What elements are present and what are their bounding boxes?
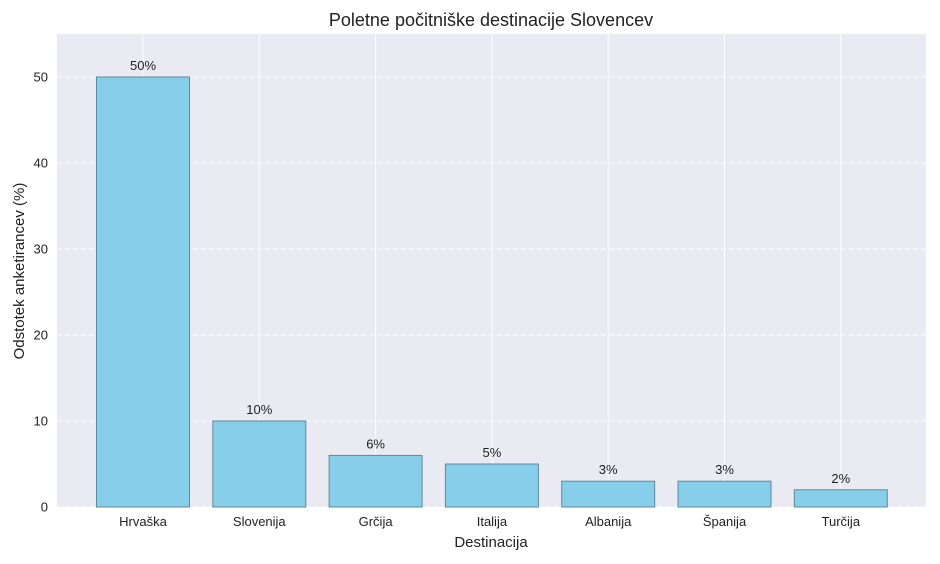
bar-value-label: 10% (246, 402, 272, 417)
bar (677, 480, 772, 508)
x-tick-label: Albanija (585, 514, 632, 529)
x-tick-label: Italija (477, 514, 508, 529)
x-tick-label: Slovenija (233, 514, 287, 529)
bar-value-label: 3% (715, 462, 734, 477)
grid-lines (57, 34, 926, 508)
x-axis-label: Destinacija (454, 534, 528, 551)
bar (793, 489, 888, 508)
bar-value-label: 50% (130, 58, 156, 73)
chart-title: Poletne počitniške destinacije Slovencev (329, 10, 653, 30)
bars (96, 76, 888, 508)
bar (96, 76, 190, 508)
bar (444, 463, 539, 508)
y-tick-label: 30 (34, 242, 48, 257)
bar (561, 480, 656, 508)
bar (212, 420, 307, 508)
x-tick-label: Španija (703, 514, 747, 529)
y-axis-label: Odstotek anketirancev (%) (11, 183, 28, 360)
y-tick-label: 50 (34, 70, 48, 85)
y-tick-label: 0 (41, 500, 48, 515)
y-tick-labels: 0 10 20 30 40 50 (34, 70, 48, 515)
bar-value-label: 5% (483, 445, 502, 460)
x-tick-label: Grčija (359, 514, 394, 529)
x-tick-labels: Hrvaška Slovenija Grčija Italija Albanija Špa… (119, 514, 861, 529)
bar-value-labels: 50% 10% 6% 5% 3% 3% 2% (130, 58, 851, 486)
y-tick-label: 20 (34, 328, 48, 343)
bar-value-label: 6% (366, 436, 385, 451)
x-tick-label: Hrvaška (119, 514, 167, 529)
y-tick-label: 10 (34, 414, 48, 429)
bar (328, 454, 423, 508)
bar-value-label: 2% (831, 471, 850, 486)
bar-value-label: 3% (599, 462, 618, 477)
y-tick-label: 40 (34, 156, 48, 171)
x-tick-label: Turčija (822, 514, 861, 529)
